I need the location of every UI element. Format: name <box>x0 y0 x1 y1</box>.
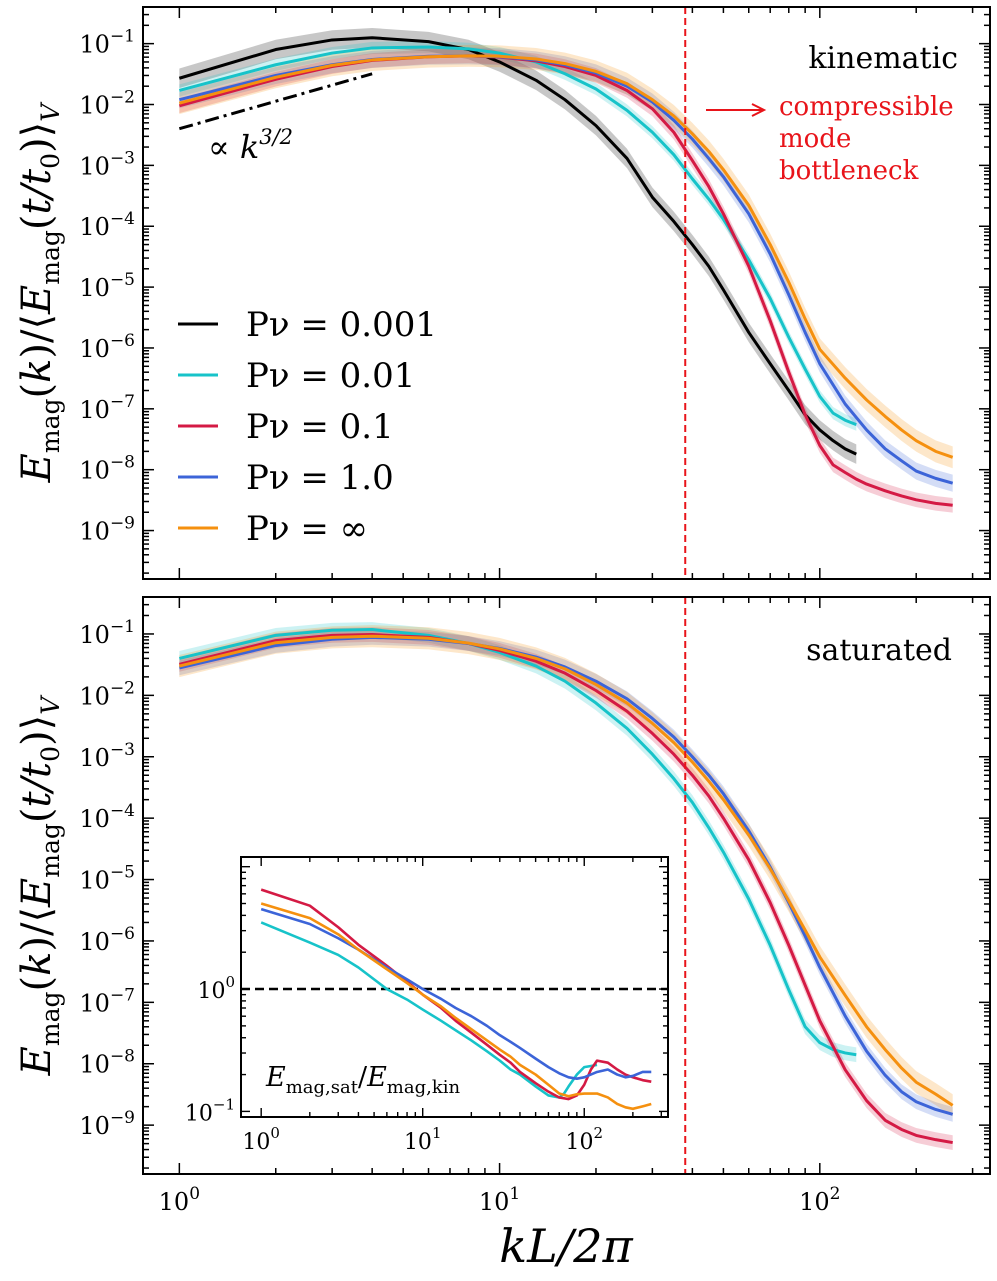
bottom-xtick-label: 100 <box>159 1184 200 1216</box>
bottom-ytick-label: 10−9 <box>79 1108 135 1140</box>
top-ytick-label: 10−4 <box>79 209 135 241</box>
top-ytick-label: 10−9 <box>79 514 135 546</box>
legend-label-3: Pν = 1.0 <box>246 458 394 498</box>
bottom-ytick-label: 10−1 <box>79 617 135 649</box>
inset-series-line-2 <box>260 907 652 1081</box>
top-band-3 <box>179 47 953 492</box>
top-ytick-label: 10−1 <box>79 27 135 59</box>
top-band-4 <box>179 44 953 469</box>
top-legend: Pν = 0.001 Pν = 0.01 Pν = 0.1 Pν = 1.0 Pν = … <box>178 305 437 549</box>
inset-frame <box>240 856 669 1118</box>
bottom-series-lines <box>178 628 954 1145</box>
top-uncertainty-bands <box>179 28 953 513</box>
top-ytick-label: 10−6 <box>79 331 135 363</box>
legend-label-1: Pν = 0.01 <box>246 356 415 396</box>
top-ytick-label: 10−3 <box>79 148 135 180</box>
ylabel-bottom: Emag(k)/⟨Emag(t/t0)⟩V <box>14 694 65 1077</box>
inset-series-line-3 <box>260 902 652 1111</box>
bottom-ytick-label: 10−6 <box>79 924 135 956</box>
inset-series-line-0 <box>260 921 598 1099</box>
top-ytick-label: 10−2 <box>79 88 135 120</box>
inset-annotation: Emag,sat/Emag,kin <box>265 1062 461 1098</box>
bottleneck-text-line-0: compressible <box>779 92 954 122</box>
bottom-series-line-3 <box>178 634 954 1107</box>
bottom-plot-frame <box>142 596 991 1175</box>
top-series-lines <box>178 36 954 507</box>
legend-label-4: Pν = ∞ <box>246 509 368 549</box>
inset-background <box>241 857 668 1117</box>
inset-xtick-label: 100 <box>242 1124 280 1155</box>
inset-ytick-label: 10−1 <box>185 1095 235 1126</box>
powerlaw-guide-line <box>178 72 373 131</box>
top-regime-label: kinematic <box>808 41 958 76</box>
inset-xtick-label: 102 <box>565 1124 603 1155</box>
y-axis-labels: Emag(k)/⟨Emag(t/t0)⟩V Emag(k)/⟨Emag(t/t0)… <box>14 101 65 1077</box>
x-axis-label: kL/2π <box>499 1219 633 1273</box>
bottom-ytick-label: 10−2 <box>79 678 135 710</box>
top-series-line-1 <box>178 45 857 427</box>
bottom-band-0 <box>179 622 857 1063</box>
bottom-ytick-label: 10−7 <box>79 985 135 1017</box>
xlabel-text: kL/2π <box>499 1219 633 1273</box>
legend-label-2: Pν = 0.1 <box>246 407 394 447</box>
inset-xtick-label: 101 <box>404 1124 442 1155</box>
bottom-xtick-label: 102 <box>799 1184 840 1216</box>
bottom-xtick-label: 101 <box>479 1184 520 1216</box>
top-ytick-label: 10−7 <box>79 392 135 424</box>
bottleneck-text-line-2: bottleneck <box>779 156 919 186</box>
legend-label-0: Pν = 0.001 <box>246 305 437 345</box>
top-annotations <box>178 7 687 579</box>
powerlaw-label: ∝ k3/2 <box>208 125 293 166</box>
bottleneck-text-line-1: mode <box>779 124 851 154</box>
top-series-line-4 <box>178 54 954 459</box>
bottom-ytick-label: 10−5 <box>79 863 135 895</box>
top-plot-frame <box>142 6 991 580</box>
bottom-regime-label: saturated <box>806 633 952 668</box>
inset-series-lines <box>241 888 668 1111</box>
top-ytick-label: 10−5 <box>79 270 135 302</box>
top-panel: 10−9 10−8 10−7 10−6 10−5 10−4 10−3 10−2 10−1 kin… <box>79 6 991 580</box>
inset-ytick-label: 100 <box>197 973 235 1004</box>
inset-ratio-label: Emag,sat/Emag,kin <box>265 1062 461 1098</box>
bottom-ytick-label: 10−4 <box>79 801 135 833</box>
bottleneck-arrowhead <box>751 103 767 117</box>
ylabel-top: Emag(k)/⟨Emag(t/t0)⟩V <box>14 101 65 484</box>
bottom-series-line-0 <box>179 628 857 1057</box>
bottom-uncertainty-bands <box>179 622 953 1150</box>
bottom-ytick-label: 10−8 <box>79 1047 135 1079</box>
top-ytick-label: 10−8 <box>79 453 135 485</box>
top-axis-ticks: 10−9 10−8 10−7 10−6 10−5 10−4 10−3 10−2 10−1 <box>79 6 990 579</box>
bottom-ytick-label: 10−3 <box>79 740 135 772</box>
